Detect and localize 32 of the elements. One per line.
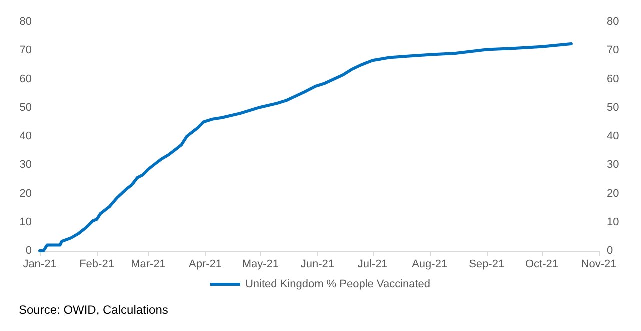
source-note: Source: OWID, Calculations — [19, 303, 168, 317]
y2-tick-label: 80 — [607, 16, 620, 28]
x-tick-label: Mar-21 — [131, 258, 166, 270]
y-tick-label: 40 — [20, 130, 32, 142]
y2-tick-label: 0 — [607, 245, 614, 257]
y2-tick-label: 40 — [607, 130, 620, 142]
y-tick-label: 10 — [20, 216, 32, 228]
x-tick-label: Apr-21 — [188, 258, 222, 270]
x-tick-label: May-21 — [242, 258, 279, 270]
y-tick-label: 30 — [20, 159, 32, 172]
y-tick-label: 0 — [26, 245, 32, 257]
x-tick-label: Feb-21 — [80, 258, 114, 270]
y2-tick-label: 30 — [607, 159, 620, 172]
x-tick-label: Aug-21 — [412, 258, 448, 270]
y-tick-label: 20 — [20, 188, 32, 200]
x-tick-label: Nov-21 — [581, 258, 617, 270]
x-tick-label: Sep-21 — [469, 258, 505, 270]
x-tick-label: Oct-21 — [525, 258, 559, 270]
y2-tick-label: 20 — [607, 188, 620, 200]
x-tick-label: Jun-21 — [300, 258, 334, 270]
y-tick-label: 80 — [20, 16, 32, 28]
line-series — [38, 42, 573, 252]
y-tick-label: 70 — [20, 44, 32, 57]
y2-tick-label: 60 — [607, 73, 620, 86]
y-tick-label: 50 — [20, 102, 32, 114]
x-tick-label: Jan-21 — [23, 258, 57, 270]
y-tick-label: 60 — [20, 73, 32, 86]
x-tick-label: Jul-21 — [358, 258, 388, 270]
legend-label: United Kingdom % People Vaccinated — [245, 278, 431, 290]
y2-tick-label: 50 — [607, 102, 620, 114]
y2-tick-label: 70 — [607, 44, 620, 57]
y2-tick-label: 10 — [607, 216, 620, 228]
